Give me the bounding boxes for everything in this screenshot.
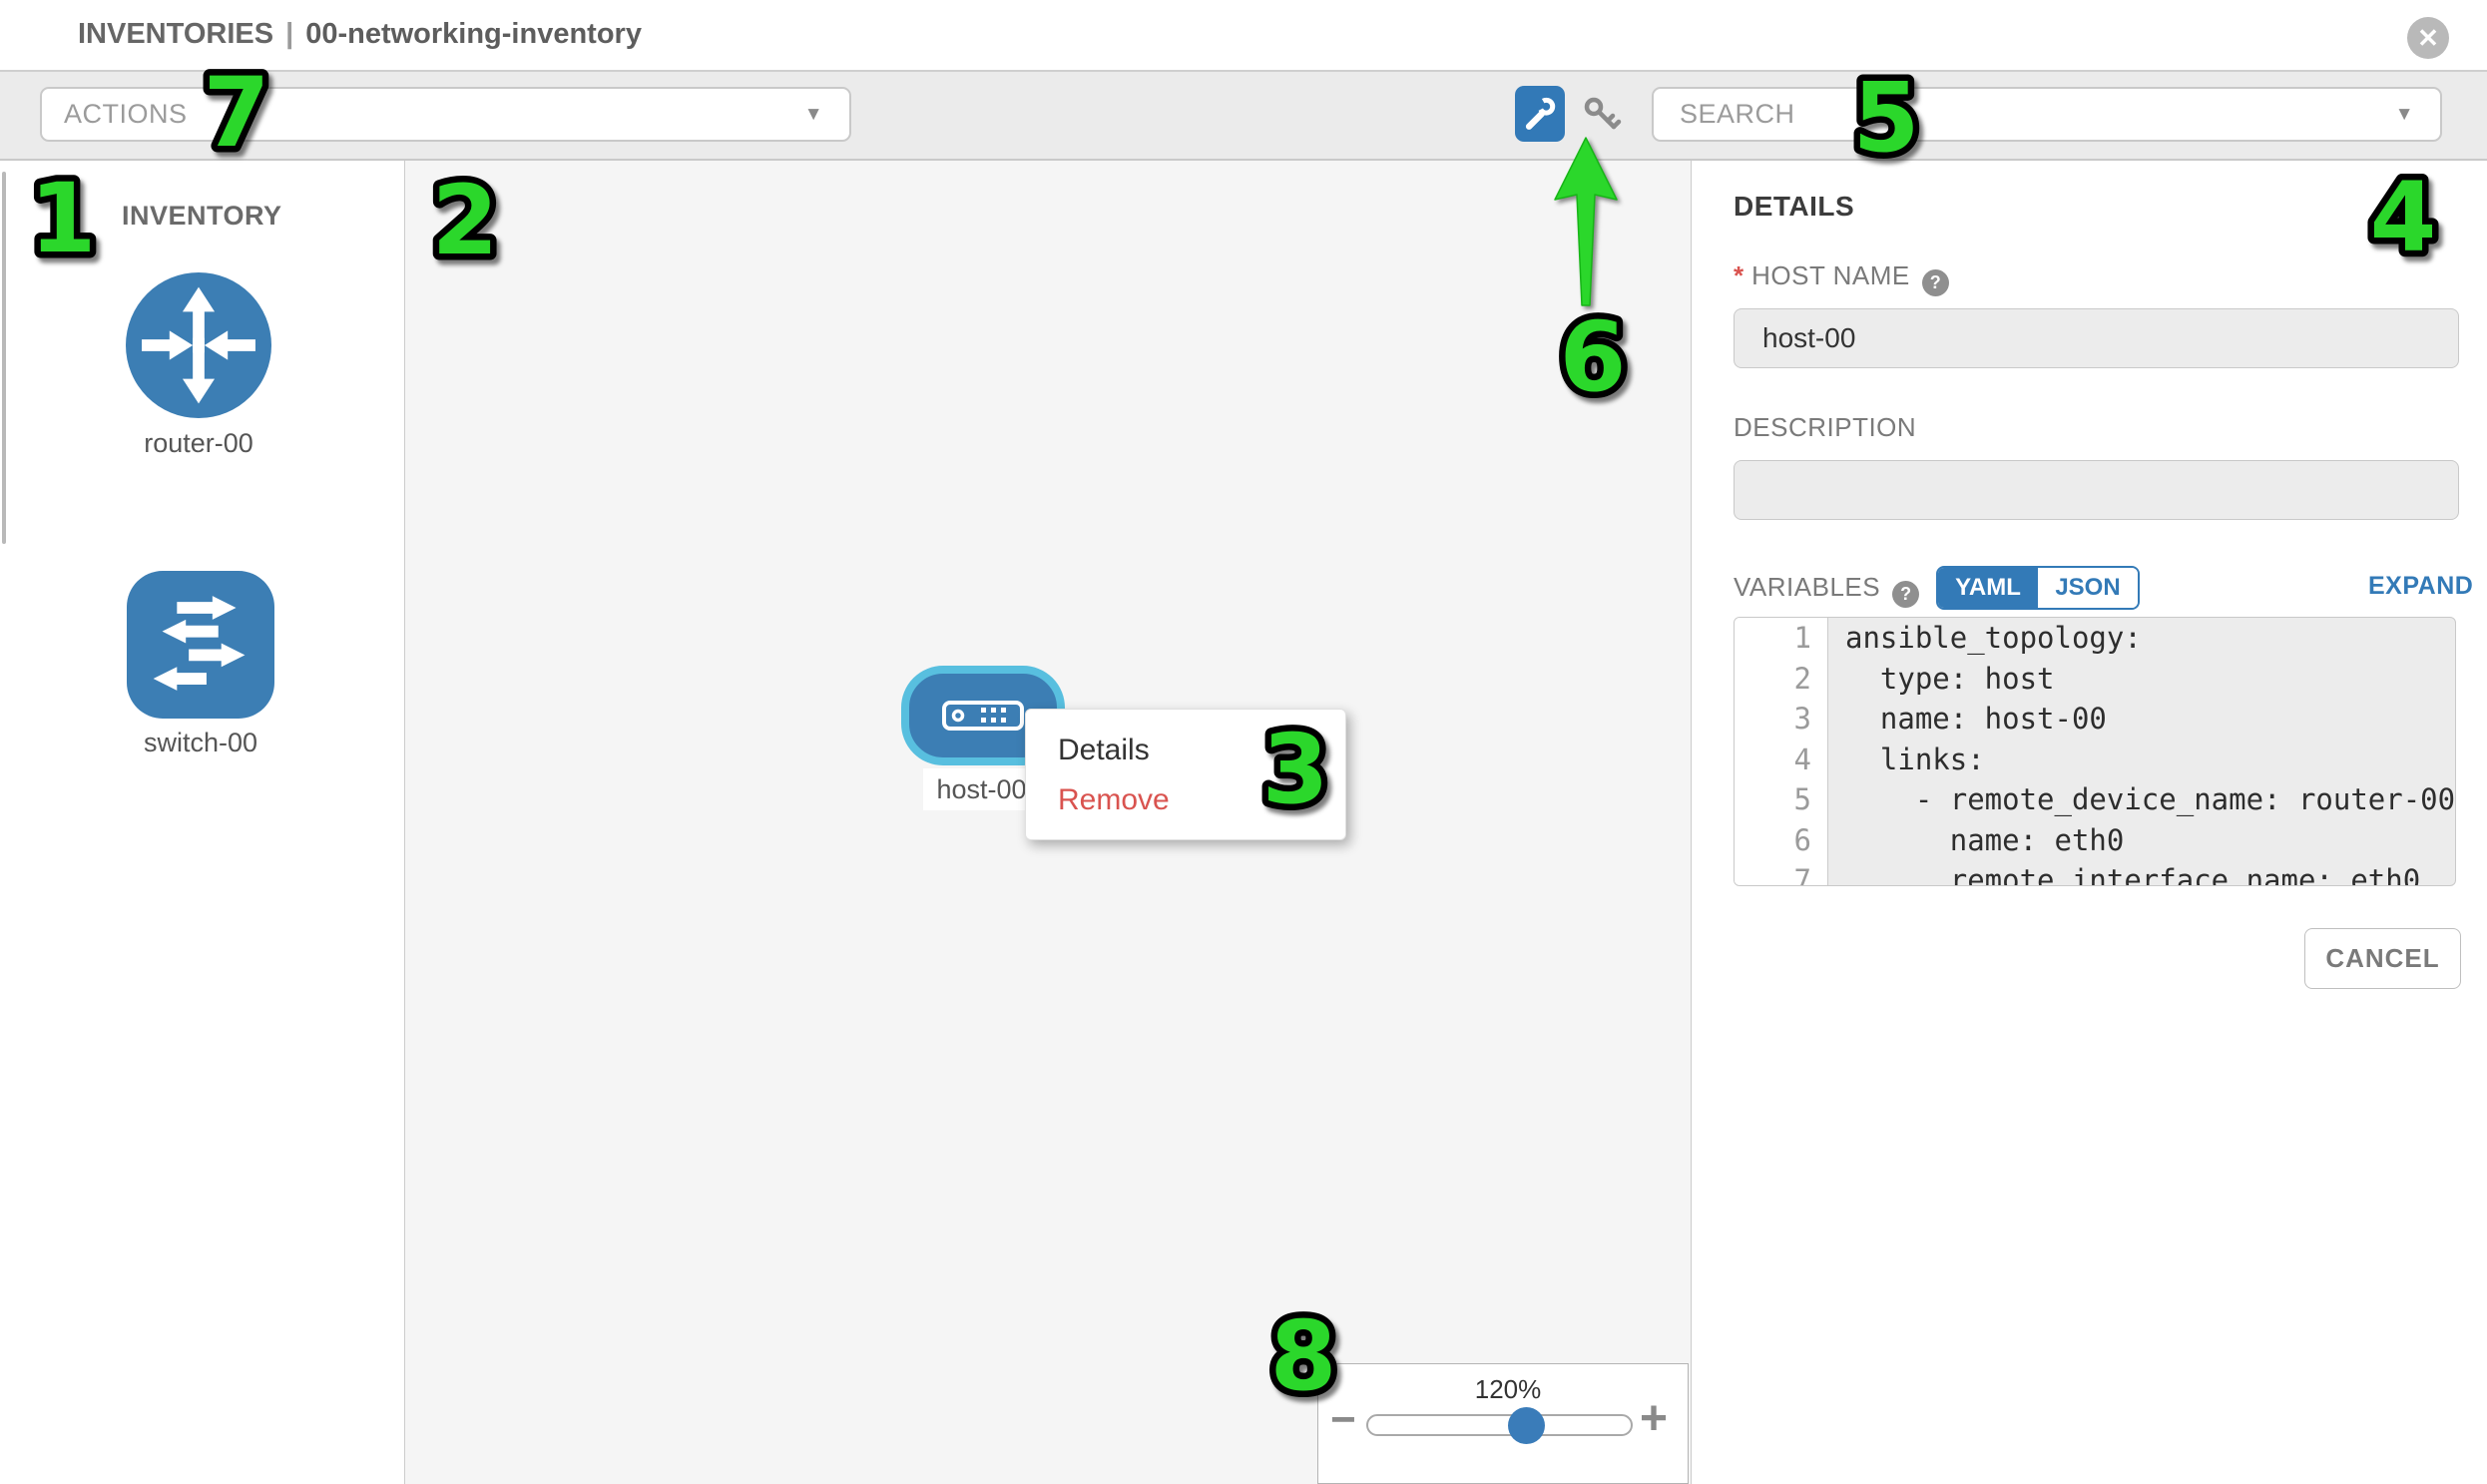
line-number: 1 — [1793, 621, 1811, 656]
details-panel: DETAILS *HOST NAME? DESCRIPTION VARIABLE… — [1691, 161, 2487, 1484]
line-number: 7 — [1793, 863, 1811, 886]
required-asterisk: * — [1734, 260, 1744, 290]
variables-field-label: VARIABLES? — [1734, 572, 1920, 608]
code-line: 3 name: host-00 — [1735, 699, 2455, 740]
caret-down-icon: ▼ — [803, 103, 823, 125]
close-button[interactable]: ✕ — [2407, 17, 2449, 59]
toolbar-tools-button[interactable] — [1515, 86, 1565, 142]
toolbar: ACTIONS ▼ SEARCH ▼ — [0, 72, 2487, 161]
zoom-percent-label: 120% — [1474, 1374, 1542, 1404]
description-label: DESCRIPTION — [1734, 412, 1917, 442]
search-dropdown[interactable]: SEARCH ▼ — [1652, 87, 2442, 142]
code-text: remote_interface_name: eth0 — [1845, 863, 2421, 886]
caret-down-icon: ▼ — [2394, 103, 2414, 125]
close-icon: ✕ — [2417, 22, 2439, 53]
page-title: INVENTORIES | 00-networking-inventory — [78, 18, 642, 51]
description-input[interactable] — [1734, 460, 2459, 520]
code-text: name: eth0 — [1845, 822, 2125, 857]
line-number: 5 — [1793, 782, 1811, 817]
host-name-input[interactable] — [1734, 308, 2459, 368]
host-name-field-label: * HOST NAME? — [1734, 260, 1949, 296]
context-menu: Details Remove — [1025, 709, 1346, 840]
header-bar: INVENTORIES | 00-networking-inventory ✕ — [0, 0, 2487, 72]
line-number: 3 — [1793, 702, 1811, 737]
zoom-slider-thumb[interactable] — [1508, 1407, 1545, 1444]
switch-icon — [153, 596, 246, 691]
menu-item-remove[interactable]: Remove — [1058, 783, 1170, 816]
zoom-in-button[interactable]: + — [1640, 1392, 1669, 1445]
help-icon[interactable]: ? — [1921, 269, 1949, 296]
code-line: 1 ansible_topology: — [1735, 618, 2455, 659]
help-icon[interactable]: ? — [1892, 581, 1920, 608]
wrench-icon — [1525, 97, 1556, 130]
host-name-label: HOST NAME — [1751, 260, 1910, 290]
zoom-slider-track[interactable] — [1366, 1414, 1633, 1436]
tab-yaml[interactable]: YAML — [1938, 568, 2038, 608]
search-dropdown-label: SEARCH — [1680, 99, 1795, 129]
zoom-out-button[interactable]: − — [1330, 1395, 1356, 1444]
help-glyph: ? — [1900, 584, 1912, 604]
sidebar-device-router[interactable] — [126, 272, 271, 418]
breadcrumb: INVENTORIES — [78, 18, 274, 50]
code-text: name: host-00 — [1845, 702, 2107, 737]
line-number: 4 — [1793, 742, 1811, 776]
topology-canvas[interactable]: host-00 Details Remove 120% − + — [405, 161, 1691, 1484]
key-icon[interactable] — [1580, 94, 1626, 138]
router-label: router-00 — [144, 428, 253, 458]
code-text: type: host — [1845, 661, 2055, 696]
code-text: - remote_device_name: router-00 — [1845, 782, 2456, 817]
code-text: links: — [1845, 742, 1985, 776]
zoom-control-panel: 120% − + — [1317, 1363, 1689, 1484]
actions-dropdown-label: ACTIONS — [64, 99, 188, 129]
code-text: ansible_topology: — [1845, 621, 2142, 656]
sidebar-scrollbar[interactable] — [2, 172, 6, 544]
menu-item-details[interactable]: Details — [1058, 734, 1150, 766]
host-node[interactable] — [901, 666, 1065, 765]
switch-label: switch-00 — [143, 728, 258, 757]
sidebar-device-switch[interactable] — [127, 571, 274, 719]
breadcrumb-separator: | — [285, 18, 294, 50]
inventory-sidebar: INVENTORY router-00 — [0, 161, 405, 1484]
actions-dropdown[interactable]: ACTIONS ▼ — [40, 87, 851, 142]
line-number: 2 — [1793, 661, 1811, 696]
host-node-label: host-00 — [923, 768, 1040, 810]
expand-link[interactable]: EXPAND — [2368, 572, 2474, 600]
editor-gutter — [1735, 618, 1828, 885]
cancel-button[interactable]: CANCEL — [2304, 928, 2461, 989]
host-server-icon — [942, 701, 1024, 731]
details-heading: DETAILS — [1734, 191, 1855, 222]
inventory-name: 00-networking-inventory — [305, 18, 642, 50]
line-number: 6 — [1793, 822, 1811, 857]
code-line: 7 remote_interface_name: eth0 — [1735, 860, 2455, 886]
tab-json[interactable]: JSON — [2038, 568, 2138, 608]
code-line: 2 type: host — [1735, 659, 2455, 700]
inventory-heading: INVENTORY — [122, 201, 282, 231]
router-icon — [142, 286, 255, 404]
variables-label: VARIABLES — [1734, 572, 1881, 602]
code-line: 5 - remote_device_name: router-00 — [1735, 779, 2455, 820]
code-line: 4 links: — [1735, 740, 2455, 780]
variables-format-toggle: YAML JSON — [1936, 566, 2140, 610]
code-line: 6 name: eth0 — [1735, 820, 2455, 861]
help-glyph: ? — [1929, 272, 1941, 292]
variables-code-editor[interactable]: 1 ansible_topology: 2 type: host 3 name: … — [1734, 617, 2456, 886]
